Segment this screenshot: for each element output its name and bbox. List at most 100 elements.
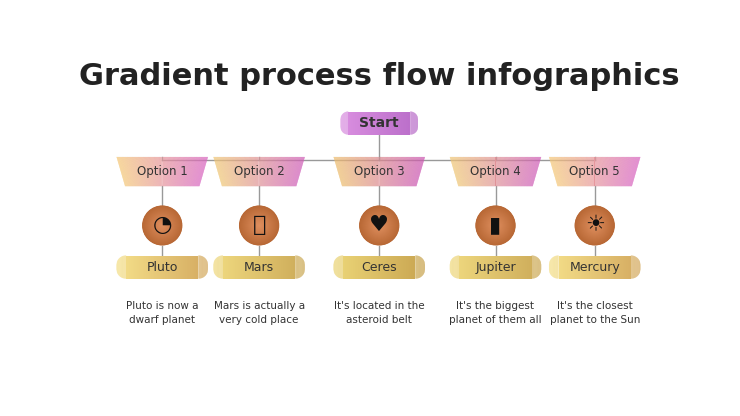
- Polygon shape: [403, 157, 409, 186]
- Circle shape: [577, 208, 612, 243]
- Polygon shape: [218, 157, 226, 186]
- Polygon shape: [499, 157, 500, 186]
- Polygon shape: [382, 157, 383, 186]
- Polygon shape: [181, 157, 186, 186]
- Polygon shape: [497, 157, 498, 186]
- Circle shape: [142, 206, 182, 245]
- Polygon shape: [375, 157, 376, 186]
- Polygon shape: [334, 157, 343, 186]
- Polygon shape: [451, 157, 460, 186]
- Circle shape: [361, 208, 397, 243]
- Polygon shape: [404, 157, 411, 186]
- Polygon shape: [121, 157, 130, 186]
- Circle shape: [485, 216, 505, 235]
- Polygon shape: [612, 157, 616, 186]
- Polygon shape: [551, 157, 559, 186]
- Polygon shape: [587, 157, 588, 186]
- Polygon shape: [385, 157, 386, 186]
- Polygon shape: [457, 157, 465, 186]
- Polygon shape: [629, 157, 638, 186]
- Circle shape: [583, 214, 606, 237]
- Circle shape: [161, 225, 163, 226]
- Polygon shape: [277, 157, 281, 186]
- Polygon shape: [198, 157, 206, 186]
- Polygon shape: [622, 157, 628, 186]
- Circle shape: [579, 210, 610, 240]
- Circle shape: [582, 213, 607, 238]
- Polygon shape: [293, 157, 302, 186]
- Polygon shape: [286, 157, 292, 186]
- Polygon shape: [454, 157, 462, 186]
- Polygon shape: [157, 157, 158, 186]
- Circle shape: [373, 220, 386, 231]
- Circle shape: [257, 223, 261, 228]
- Polygon shape: [139, 157, 144, 186]
- Polygon shape: [400, 157, 406, 186]
- Polygon shape: [252, 157, 253, 186]
- Polygon shape: [488, 157, 490, 186]
- Polygon shape: [394, 157, 398, 186]
- Polygon shape: [597, 157, 599, 186]
- Polygon shape: [386, 157, 387, 186]
- Circle shape: [376, 222, 383, 229]
- Polygon shape: [480, 157, 483, 186]
- Circle shape: [487, 217, 504, 234]
- Circle shape: [374, 220, 385, 231]
- Polygon shape: [478, 157, 482, 186]
- Circle shape: [146, 209, 178, 242]
- Polygon shape: [552, 157, 560, 186]
- Polygon shape: [582, 157, 585, 186]
- Polygon shape: [250, 157, 252, 186]
- Polygon shape: [408, 157, 414, 186]
- Polygon shape: [397, 157, 401, 186]
- Text: Mars: Mars: [244, 260, 275, 274]
- Polygon shape: [269, 157, 272, 186]
- Polygon shape: [451, 157, 460, 186]
- Polygon shape: [174, 157, 177, 186]
- Polygon shape: [631, 157, 640, 186]
- Circle shape: [251, 217, 268, 234]
- Polygon shape: [524, 157, 531, 186]
- Polygon shape: [488, 157, 491, 186]
- Polygon shape: [528, 157, 536, 186]
- Circle shape: [483, 213, 508, 238]
- Polygon shape: [571, 157, 576, 186]
- Polygon shape: [226, 157, 233, 186]
- Polygon shape: [158, 157, 160, 186]
- Polygon shape: [616, 157, 622, 186]
- Circle shape: [580, 211, 610, 240]
- Polygon shape: [191, 157, 198, 186]
- Polygon shape: [335, 157, 344, 186]
- Circle shape: [480, 210, 511, 240]
- Polygon shape: [272, 157, 276, 186]
- Polygon shape: [340, 157, 347, 186]
- Polygon shape: [505, 157, 507, 186]
- Polygon shape: [199, 157, 208, 186]
- Polygon shape: [164, 157, 165, 186]
- Polygon shape: [223, 157, 229, 186]
- Circle shape: [252, 218, 266, 233]
- Circle shape: [367, 213, 391, 238]
- Polygon shape: [555, 157, 562, 186]
- Circle shape: [489, 219, 502, 232]
- Polygon shape: [630, 157, 638, 186]
- Polygon shape: [249, 157, 251, 186]
- Polygon shape: [269, 157, 272, 186]
- Circle shape: [366, 212, 393, 239]
- Text: Gradient process flow infographics: Gradient process flow infographics: [79, 62, 679, 92]
- Polygon shape: [179, 157, 184, 186]
- Circle shape: [371, 217, 388, 234]
- Polygon shape: [349, 157, 355, 186]
- Polygon shape: [267, 157, 269, 186]
- Circle shape: [479, 209, 512, 242]
- Polygon shape: [613, 157, 619, 186]
- Circle shape: [576, 207, 613, 244]
- Circle shape: [361, 207, 397, 244]
- Polygon shape: [591, 157, 592, 186]
- Circle shape: [147, 210, 178, 241]
- Polygon shape: [370, 157, 372, 186]
- Polygon shape: [135, 157, 141, 186]
- Polygon shape: [292, 157, 300, 186]
- Polygon shape: [406, 157, 412, 186]
- Polygon shape: [166, 157, 168, 186]
